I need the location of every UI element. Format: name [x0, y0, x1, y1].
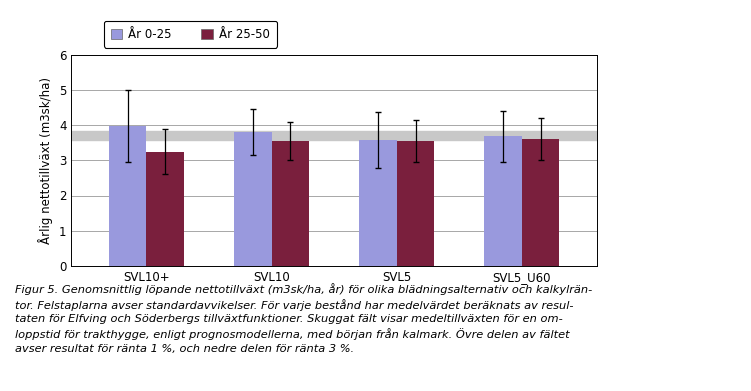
- Bar: [234, 132, 272, 266]
- Bar: [109, 126, 146, 266]
- Bar: [71, 131, 597, 140]
- Bar: [397, 141, 434, 266]
- Bar: [484, 136, 522, 266]
- Bar: [522, 139, 559, 266]
- Y-axis label: Årlig nettotillväxt (m3sk/ha): Årlig nettotillväxt (m3sk/ha): [38, 77, 53, 244]
- Bar: [272, 141, 309, 266]
- Bar: [146, 151, 184, 266]
- Legend: År 0-25, År 25-50: År 0-25, År 25-50: [104, 21, 277, 48]
- Text: Figur 5. Genomsnittlig löpande nettotillväxt (m3sk/ha, år) för olika blädningsal: Figur 5. Genomsnittlig löpande nettotill…: [15, 283, 593, 353]
- Bar: [359, 140, 397, 266]
